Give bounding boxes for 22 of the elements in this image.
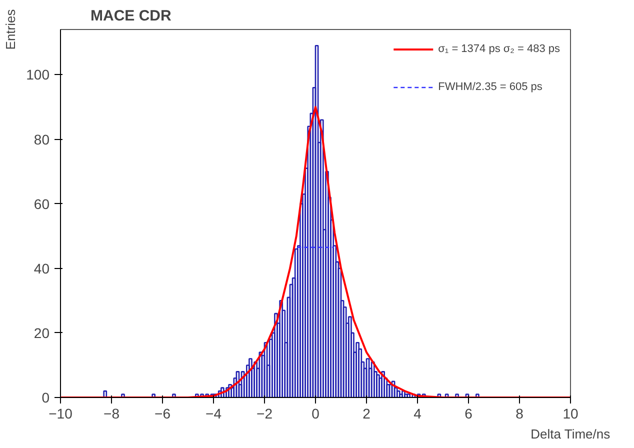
x-axis-title: Delta Time/ns bbox=[530, 426, 611, 442]
chart-title: MACE CDR bbox=[90, 8, 172, 24]
legend-label: FWHM/2.35 = 605 ps bbox=[438, 81, 542, 93]
x-tick-label: −4 bbox=[206, 406, 222, 422]
y-tick-label: 60 bbox=[34, 196, 50, 212]
x-tick-label: 8 bbox=[516, 406, 524, 422]
x-tick-label: −2 bbox=[256, 406, 273, 422]
y-tick-label: 100 bbox=[26, 66, 50, 83]
x-tick-label: −6 bbox=[154, 406, 171, 422]
legend-label: σ₁ = 1374 ps σ₂ = 483 ps bbox=[438, 43, 560, 55]
y-tick-label: 0 bbox=[42, 390, 50, 406]
y-tick-label: 20 bbox=[34, 324, 50, 341]
y-tick-label: 40 bbox=[34, 260, 50, 276]
x-tick-label: 2 bbox=[362, 406, 371, 422]
y-tick-label: 80 bbox=[34, 131, 50, 148]
x-tick-label: −10 bbox=[48, 406, 73, 422]
x-tick-label: 6 bbox=[464, 406, 473, 422]
x-tick-label: 10 bbox=[562, 406, 578, 422]
x-tick-label: 0 bbox=[312, 406, 320, 422]
x-tick-label: −8 bbox=[104, 406, 120, 422]
y-axis-title: Entries bbox=[3, 8, 18, 50]
x-tick-label: 4 bbox=[414, 406, 422, 422]
